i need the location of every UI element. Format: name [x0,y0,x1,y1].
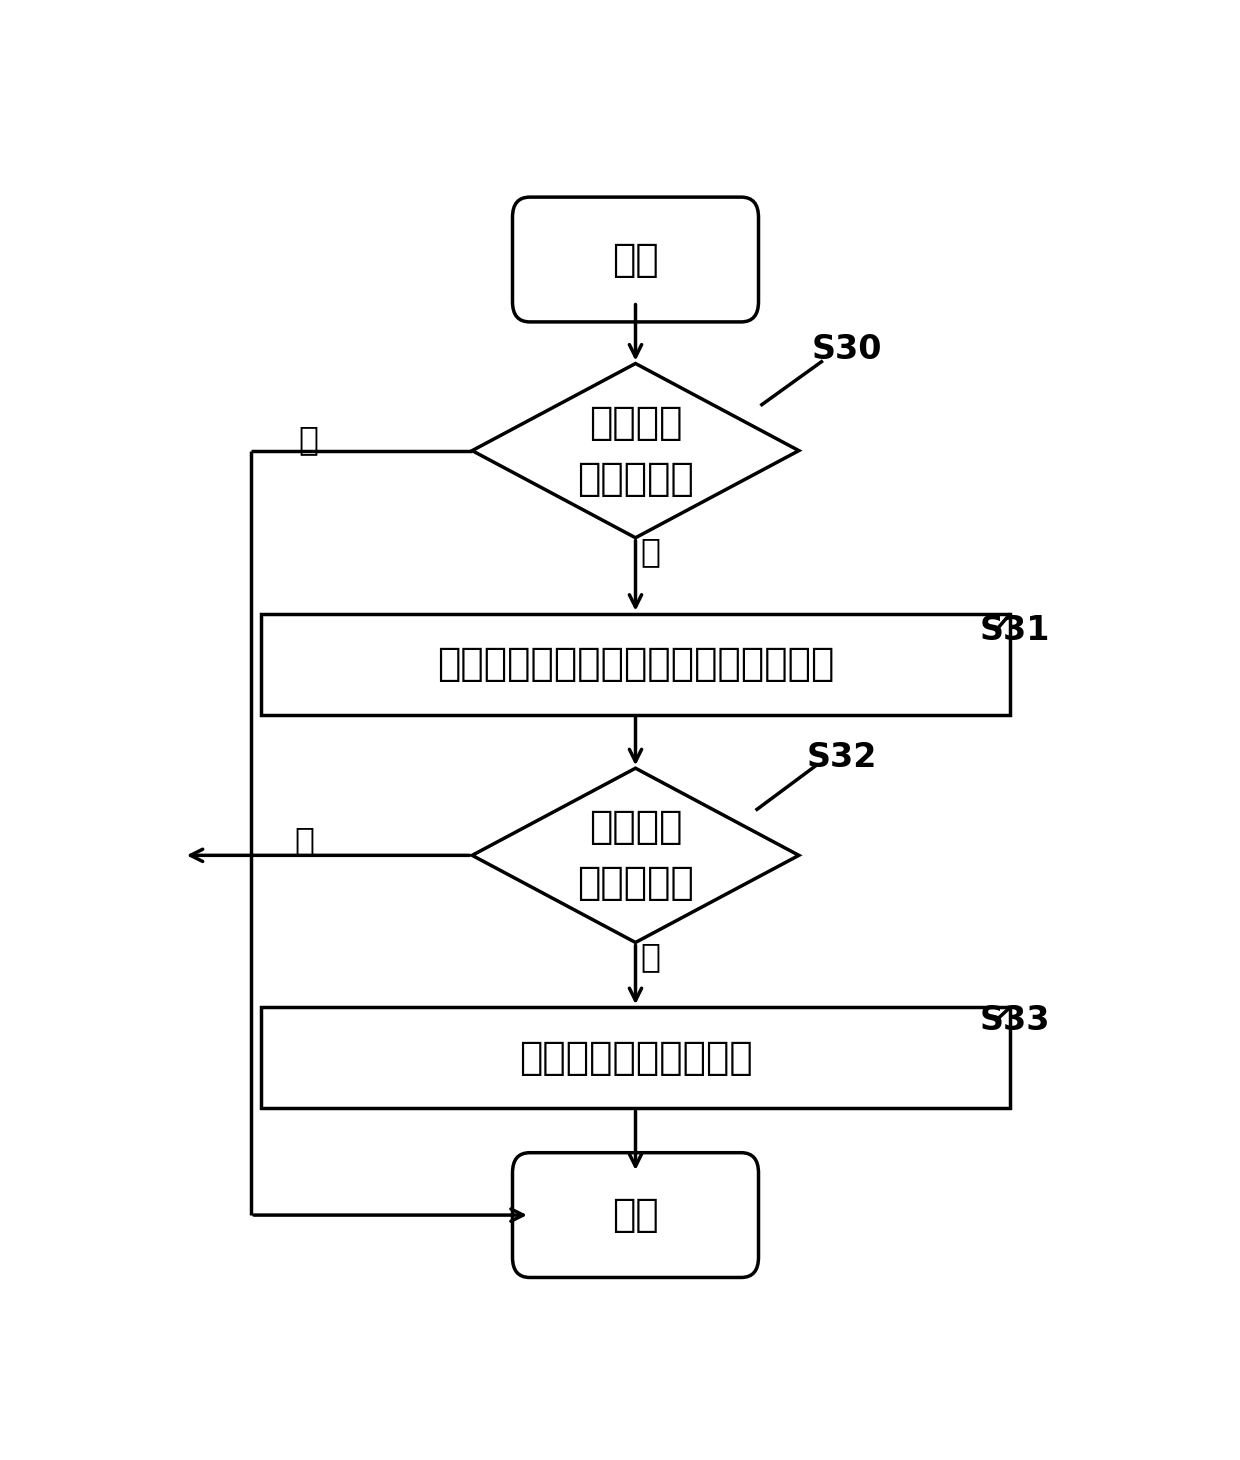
Text: 否: 否 [294,825,314,857]
Polygon shape [472,768,799,943]
Bar [260,613,1011,715]
Text: 满足第一
预设条件？: 满足第一 预设条件？ [577,403,694,498]
Bar [260,1007,1011,1108]
Text: 是: 是 [640,536,660,568]
FancyBboxPatch shape [512,1153,759,1278]
Text: 满足第五
预设条件？: 满足第五 预设条件？ [577,809,694,902]
FancyBboxPatch shape [512,197,759,321]
Text: 开始: 开始 [613,241,658,279]
Text: S30: S30 [812,333,882,366]
Text: 控制完成第二预设操作: 控制完成第二预设操作 [518,1038,753,1076]
Text: S32: S32 [807,742,878,774]
Text: 磨煤机未启动，控制完成第一预设操作: 磨煤机未启动，控制完成第一预设操作 [436,645,835,683]
Text: 否: 否 [299,423,319,456]
Polygon shape [472,364,799,537]
Text: 是: 是 [640,940,660,972]
Text: S31: S31 [980,615,1050,647]
Text: S33: S33 [980,1004,1050,1037]
Text: 结束: 结束 [613,1196,658,1234]
